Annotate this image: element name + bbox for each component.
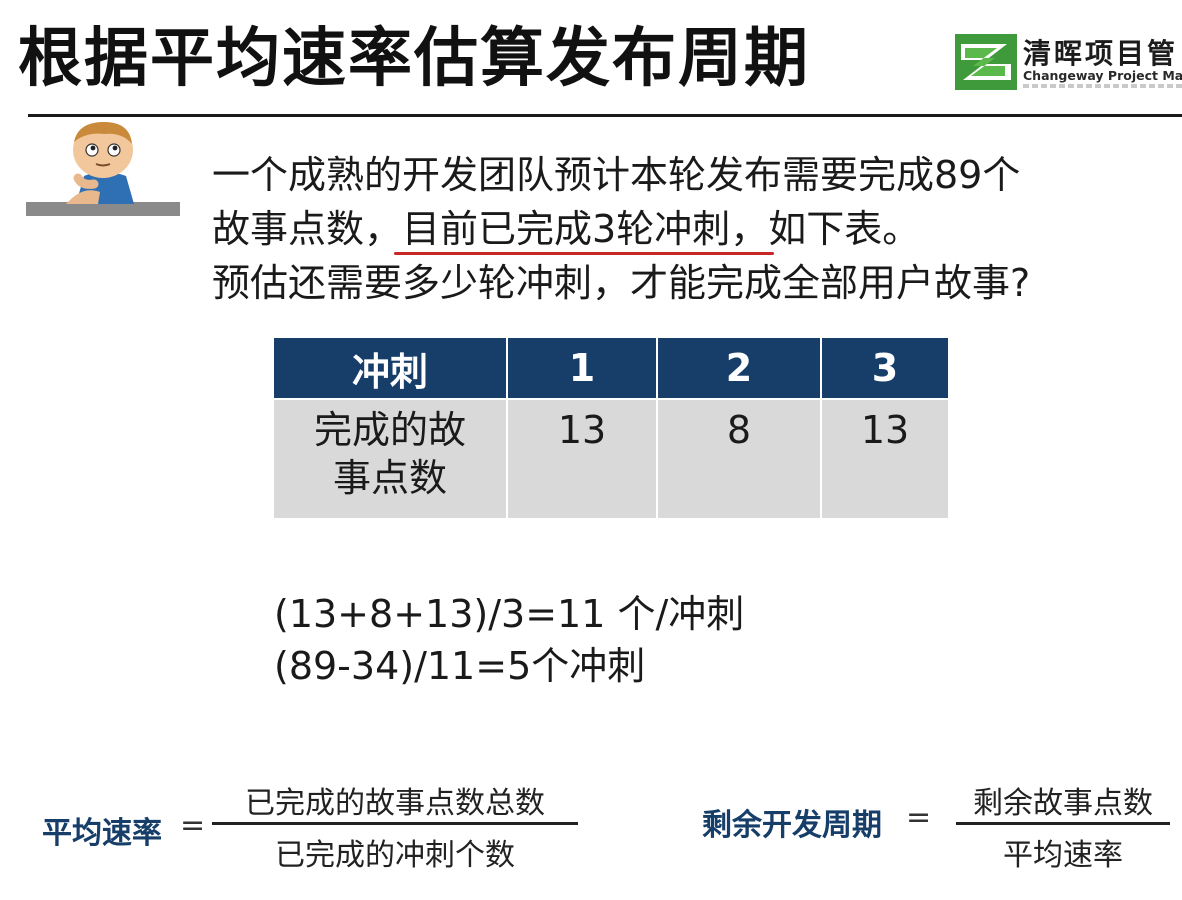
thinking-person-icon xyxy=(26,122,180,216)
velocity-formula-bar xyxy=(212,822,578,825)
remaining-formula-label: 剩余开发周期 xyxy=(702,808,882,843)
velocity-formula-denominator: 已完成的冲刺个数 xyxy=(275,838,515,873)
table-row-label: 完成的故 事点数 xyxy=(272,398,508,520)
table-header-label: 冲刺 xyxy=(272,336,508,400)
question-text: 一个成熟的开发团队预计本轮发布需要完成89个 故事点数，目前已完成3轮冲刺，如下… xyxy=(212,148,1172,310)
company-logo: 清晖项目管 Changeway Project Manag xyxy=(955,30,1182,94)
velocity-formula-label: 平均速率 xyxy=(42,816,162,851)
sprint-table: 冲刺 1 2 3 完成的故 事点数 13 8 13 xyxy=(272,336,950,520)
header-divider xyxy=(28,114,1182,117)
remaining-formula-numerator: 剩余故事点数 xyxy=(973,786,1153,821)
remaining-formula-denominator: 平均速率 xyxy=(1003,838,1123,873)
question-line-2-start: 故事点数， xyxy=(212,207,403,251)
table-row: 完成的故 事点数 13 8 13 xyxy=(272,398,950,520)
velocity-formula-equals: = xyxy=(180,808,206,843)
question-line-3: 预估还需要多少轮冲刺，才能完成全部用户故事? xyxy=(212,261,1031,305)
logo-english-text: Changeway Project Manag xyxy=(1023,68,1182,83)
remaining-formula-bar xyxy=(956,822,1170,825)
velocity-formula-numerator: 已完成的故事点数总数 xyxy=(245,786,545,821)
table-row-label-line-2: 事点数 xyxy=(332,456,447,500)
logo-icon xyxy=(955,34,1017,90)
calculation-line-1: (13+8+13)/3=11 个/冲刺 xyxy=(274,592,745,636)
logo-tagline-line xyxy=(1023,84,1182,88)
table-row-label-line-1: 完成的故 xyxy=(313,408,466,452)
logo-chinese-text: 清晖项目管 xyxy=(1023,37,1179,70)
remaining-formula-equals: = xyxy=(906,800,932,835)
table-cell-sprint-3: 13 xyxy=(820,398,950,520)
question-line-2: 故事点数，目前已完成3轮冲刺，如下表。 xyxy=(212,202,1172,256)
calculation-block: (13+8+13)/3=11 个/冲刺 (89-34)/11=5个冲刺 xyxy=(274,588,744,692)
table-header-sprint-2: 2 xyxy=(656,336,822,400)
calculation-line-2: (89-34)/11=5个冲刺 xyxy=(274,644,646,688)
table-header-sprint-1: 1 xyxy=(506,336,658,400)
table-cell-sprint-1: 13 xyxy=(506,398,658,520)
table-header-sprint-3: 3 xyxy=(820,336,950,400)
table-header-row: 冲刺 1 2 3 xyxy=(272,336,950,400)
page-title: 根据平均速率估算发布周期 xyxy=(18,22,810,96)
question-line-1: 一个成熟的开发团队预计本轮发布需要完成89个 xyxy=(212,153,1021,197)
table-cell-sprint-2: 8 xyxy=(656,398,822,520)
underlined-phrase: 目前已完成3轮冲刺， xyxy=(402,207,769,251)
question-line-2-end: 如下表。 xyxy=(768,207,921,251)
